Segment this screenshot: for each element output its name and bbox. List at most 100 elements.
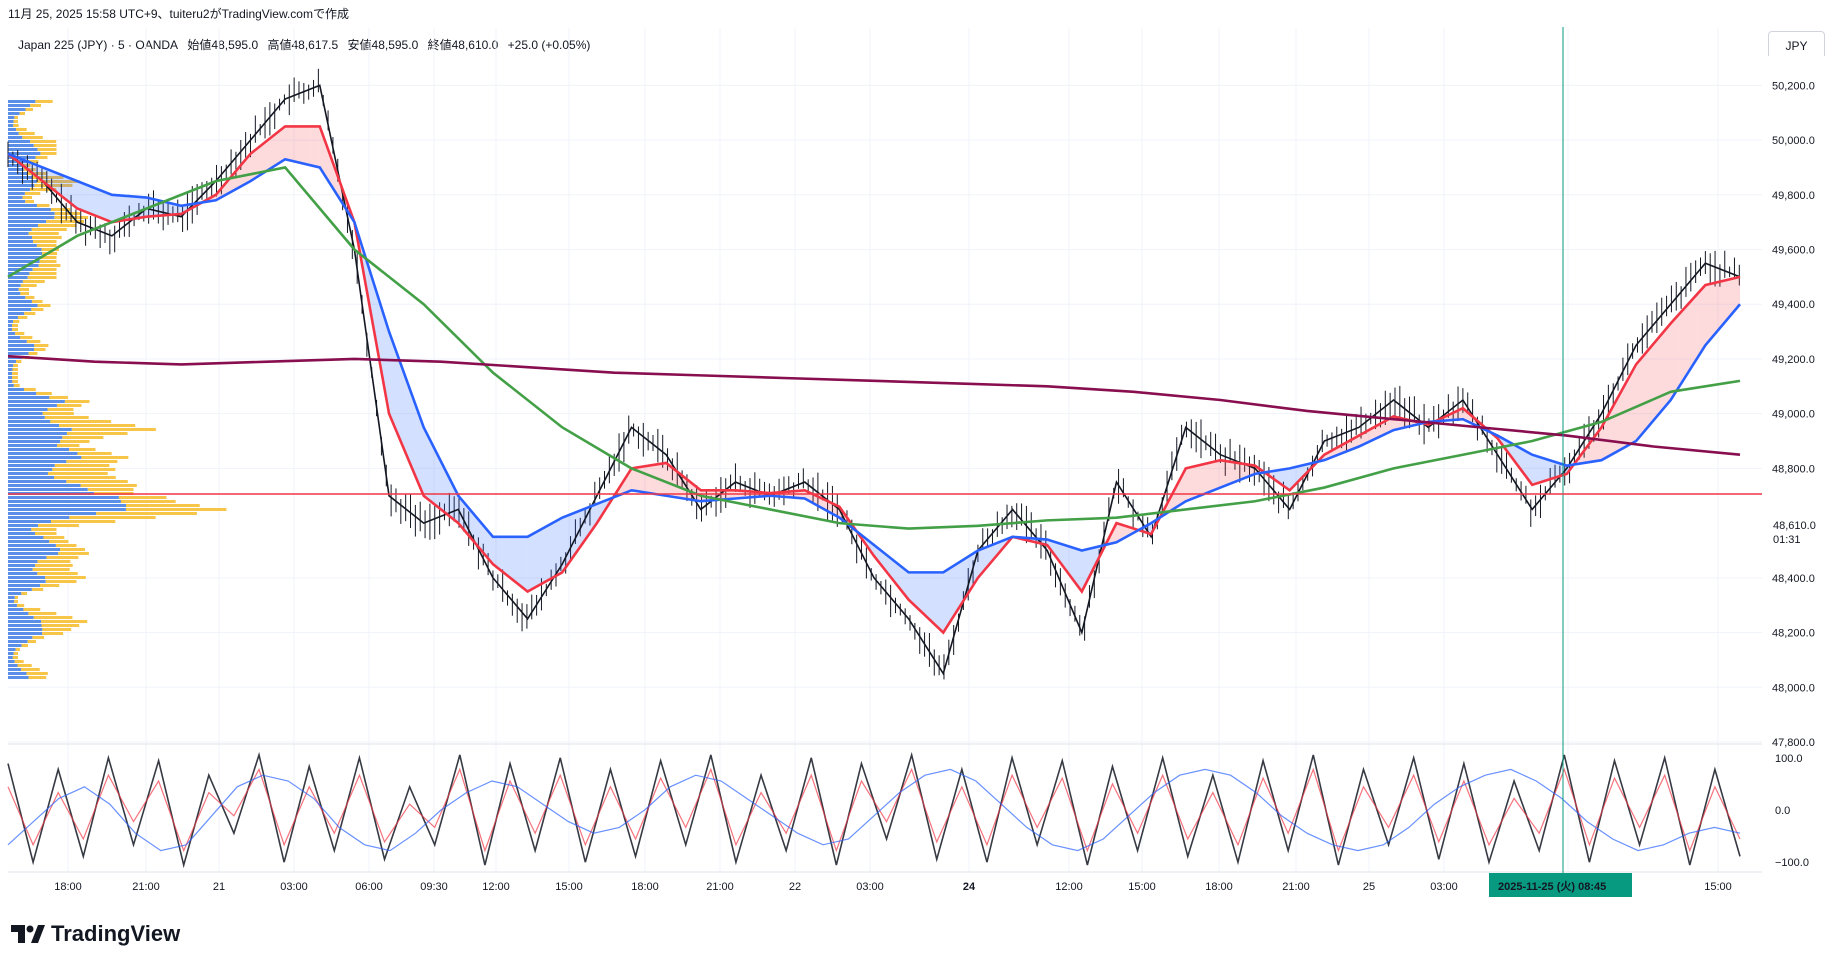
volume-profile-bar-up xyxy=(13,364,18,367)
ma-cloud-segment xyxy=(1532,454,1541,485)
volume-profile-bar-up xyxy=(54,464,110,467)
volume-profile-bar-up xyxy=(36,204,50,207)
volume-profile-bar-up xyxy=(38,524,79,527)
volume-profile-bar-up xyxy=(22,280,45,283)
volume-profile-bar-up xyxy=(36,180,80,183)
symbol-name: Japan 225 (JPY) · 5 · OANDA xyxy=(18,38,179,52)
volume-profile-bar-down xyxy=(8,460,67,463)
volume-profile-bar-up xyxy=(35,100,53,103)
ma-cloud-segment xyxy=(42,167,52,188)
volume-profile-bar-up xyxy=(34,184,73,187)
volume-profile-bar-down xyxy=(8,328,13,331)
volume-profile-bar-down xyxy=(8,636,33,639)
ma-cloud-segment xyxy=(640,465,649,494)
symbol-legend[interactable]: Japan 225 (JPY) · 5 · OANDA 始値48,595.0 高… xyxy=(18,36,596,53)
volume-profile-bar-down xyxy=(8,188,30,191)
ma-cloud-segment xyxy=(1185,466,1195,502)
x-tick-label: 15:00 xyxy=(555,881,583,893)
ma-cloud-segment xyxy=(1194,464,1204,498)
price-axis[interactable] xyxy=(1762,56,1835,881)
rsi-smooth-line xyxy=(7,768,1741,852)
ma-cloud-segment xyxy=(224,174,234,196)
volume-profile-bar-down xyxy=(8,340,27,343)
ma-cloud-segment xyxy=(33,164,43,182)
volume-profile-bar-down xyxy=(8,348,34,351)
ma-cloud-segment xyxy=(908,572,918,608)
volume-profile-bar-up xyxy=(50,420,112,423)
volume-profile-bar-down xyxy=(8,304,38,307)
volume-profile-bar-up xyxy=(31,228,67,231)
volume-profile-bar-down xyxy=(8,336,21,339)
volume-profile-bar-up xyxy=(66,432,128,435)
ma-cloud-segment xyxy=(1714,280,1723,336)
ma-cloud-segment xyxy=(492,536,502,571)
ma-cloud-segment xyxy=(1540,457,1550,483)
volume-profile-bar-up xyxy=(80,484,137,487)
volume-profile-bar-down xyxy=(8,476,55,479)
volume-profile-bar-down xyxy=(8,536,44,539)
volume-profile-bar-up xyxy=(66,480,128,483)
volume-profile-bar-down xyxy=(8,420,51,423)
volume-profile-bar-up xyxy=(54,212,81,215)
ma-cloud-segment xyxy=(423,427,433,503)
ma-cloud-segment xyxy=(917,572,926,617)
volume-profile-bar-up xyxy=(20,336,33,339)
volume-profile-bar-up xyxy=(62,436,104,439)
volume-profile-bar-up xyxy=(36,392,52,395)
volume-profile-bar-down xyxy=(8,644,22,647)
ma-cloud-segment xyxy=(666,462,675,498)
x-tick-label: 09:30 xyxy=(420,881,448,893)
ma-cloud-segment xyxy=(1592,427,1602,462)
price-chart[interactable]: 50,200.0 50,000.0 49,800.0 49,600.0 49,400.0… xyxy=(0,0,1835,910)
x-tick-label: 21 xyxy=(213,881,225,893)
volume-profile-bar-down xyxy=(8,564,36,567)
volume-profile-bar-up xyxy=(21,644,29,647)
volume-profile-bar-down xyxy=(8,640,28,643)
volume-profile-bar-up xyxy=(60,548,86,551)
ma-cloud-segment xyxy=(648,464,658,495)
volume-profile-bar-up xyxy=(64,400,90,403)
sma-long-line xyxy=(7,166,1741,530)
volume-profile-bar-up xyxy=(37,572,78,575)
ma-cloud-segment xyxy=(1237,462,1247,481)
volume-profile-bar-up xyxy=(35,564,73,567)
volume-profile-bar-up xyxy=(16,604,25,607)
volume-profile-bar-up xyxy=(52,468,116,471)
currency-button[interactable]: JPY xyxy=(1768,31,1825,60)
volume-profile-bar-up xyxy=(41,256,57,259)
volume-profile-bar-down xyxy=(8,244,37,247)
volume-profile-bar-down xyxy=(8,372,13,375)
stoch-k-line xyxy=(7,751,1741,869)
volume-profile-bar-down xyxy=(8,388,24,391)
volume-profile-bar-up xyxy=(118,496,167,499)
volume-profile-bar-up xyxy=(19,112,25,115)
volume-profile-bar-up xyxy=(27,640,37,643)
volume-profile-bar-down xyxy=(8,424,60,427)
x-tick-label: 21:00 xyxy=(706,881,734,893)
volume-profile-bar-up xyxy=(17,664,32,667)
volume-profile-bar-down xyxy=(8,296,26,299)
volume-profile-bar-down xyxy=(8,232,29,235)
y-tick-label: 50,200.0 xyxy=(1772,80,1815,92)
ma-cloud-segment xyxy=(311,126,320,168)
volume-profile-bar-down xyxy=(8,408,48,411)
symbol-change: +25.0 (+0.05%) xyxy=(507,38,591,52)
volume-profile-bar-down xyxy=(8,548,61,551)
symbol-open: 始値48,595.0 xyxy=(187,38,259,52)
ma-cloud-segment xyxy=(1653,333,1663,421)
tradingview-logo[interactable]: TradingView xyxy=(11,921,180,947)
volume-profile-bar-up xyxy=(96,512,197,515)
volume-profile-bar-down xyxy=(8,196,23,199)
volume-profile-bar-down xyxy=(8,228,32,231)
y-tick-label: 49,400.0 xyxy=(1772,299,1815,311)
volume-profile-bar-up xyxy=(43,536,65,539)
volume-profile-bar-down xyxy=(8,132,19,135)
volume-profile-bar-down xyxy=(8,156,36,159)
volume-profile-bar-down xyxy=(8,316,18,319)
ma-cloud-segment xyxy=(1558,462,1567,477)
ma-cloud-segment xyxy=(1705,283,1715,346)
ma-cloud-segment xyxy=(1722,278,1732,325)
volume-profile-bar-up xyxy=(77,452,112,455)
volume-profile-bar-down xyxy=(8,320,14,323)
volume-profile-bar-down xyxy=(8,596,15,599)
